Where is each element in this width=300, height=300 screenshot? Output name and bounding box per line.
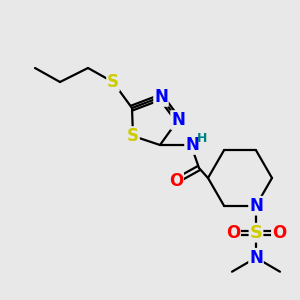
- Text: N: N: [249, 197, 263, 215]
- Text: O: O: [272, 224, 286, 242]
- Text: N: N: [185, 136, 199, 154]
- Text: N: N: [154, 88, 168, 106]
- Text: O: O: [226, 224, 240, 242]
- Text: O: O: [169, 172, 183, 190]
- Text: H: H: [197, 133, 207, 146]
- Text: N: N: [249, 249, 263, 267]
- Text: S: S: [127, 127, 139, 145]
- Text: N: N: [171, 111, 185, 129]
- Text: S: S: [250, 224, 262, 242]
- Text: S: S: [107, 73, 119, 91]
